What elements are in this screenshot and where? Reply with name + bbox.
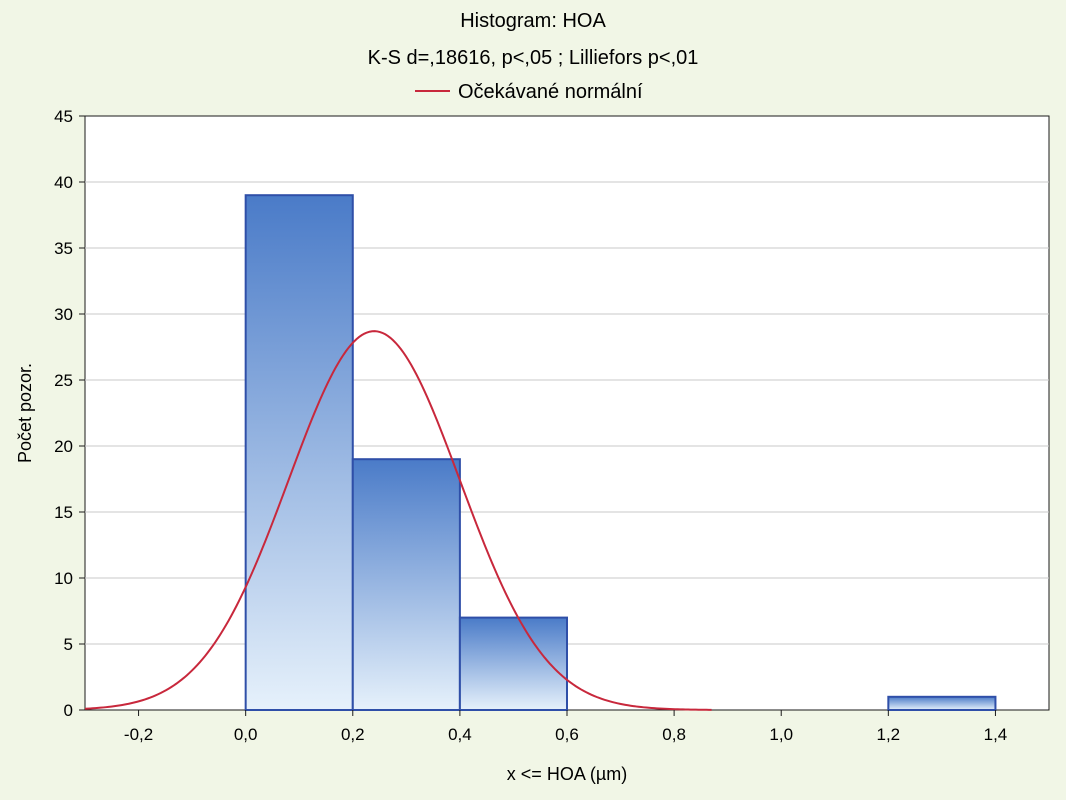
x-tick-label: -0,2: [124, 725, 153, 744]
x-tick-label: 1,4: [984, 725, 1008, 744]
x-tick-label: 0,4: [448, 725, 472, 744]
y-axis-ticks: 0 5 10 15 20 25 30 35 40 45: [54, 107, 85, 720]
y-tick-label: 40: [54, 173, 73, 192]
x-tick-label: 0,0: [234, 725, 258, 744]
y-tick-label: 0: [64, 701, 73, 720]
y-tick-label: 30: [54, 305, 73, 324]
y-axis-label: Počet pozor.: [15, 363, 35, 463]
legend: Očekávané normální: [415, 81, 643, 103]
y-tick-label: 10: [54, 569, 73, 588]
legend-label: Očekávané normální: [458, 81, 643, 103]
x-tick-label: 0,6: [555, 725, 579, 744]
y-tick-label: 25: [54, 371, 73, 390]
y-tick-label: 5: [64, 635, 73, 654]
chart-title: Histogram: HOA: [460, 10, 606, 32]
x-tick-label: 1,2: [877, 725, 901, 744]
y-tick-label: 20: [54, 437, 73, 456]
histogram-bar: [887, 695, 997, 711]
x-axis-ticks: -0,2 0,0 0,2 0,4 0,6 0,8 1,0 1,2 1,4: [124, 710, 1007, 744]
normal-curve-line: [84, 330, 712, 711]
histogram-bar: [351, 458, 461, 712]
x-tick-label: 0,8: [662, 725, 686, 744]
y-tick-label: 35: [54, 239, 73, 258]
y-tick-label: 15: [54, 503, 73, 522]
x-axis-label: x <= HOA (µm): [507, 764, 627, 784]
chart-subtitle: K-S d=,18616, p<,05 ; Lilliefors p<,01: [368, 47, 699, 69]
x-tick-label: 1,0: [769, 725, 793, 744]
y-tick-label: 45: [54, 107, 73, 126]
normal-curve: [84, 330, 712, 711]
x-tick-label: 0,2: [341, 725, 365, 744]
